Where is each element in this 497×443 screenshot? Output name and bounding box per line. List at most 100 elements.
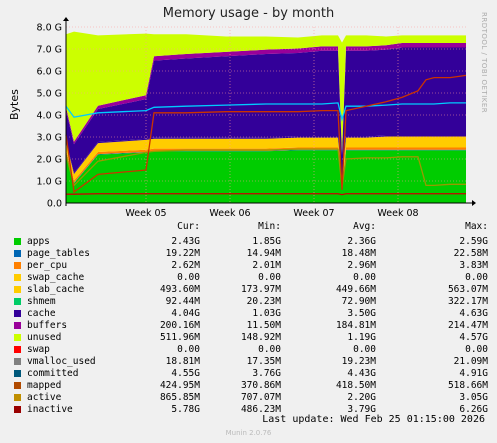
y-tick-label: 4.0 G xyxy=(37,111,63,122)
legend-max-value: 22.58M xyxy=(453,248,488,259)
y-tick-label: 1.0 G xyxy=(37,177,63,188)
legend-avg-value: 2.36G xyxy=(347,236,376,247)
legend-avg-value: 3.79G xyxy=(347,404,376,415)
legend-min-value: 11.50M xyxy=(246,320,281,331)
legend-min-value: 707.07M xyxy=(240,392,281,403)
legend-avg-value: 0.00 xyxy=(353,344,376,355)
legend-min-value: 486.23M xyxy=(240,404,281,415)
legend-row-buffers: buffers 200.16M 11.50M 184.81M 214.47M xyxy=(0,320,497,332)
legend-cur-value: 2.43G xyxy=(171,236,200,247)
legend-row-mapped: mapped 424.95M 370.86M 418.50M 518.66M xyxy=(0,380,497,392)
legend-swatch xyxy=(14,334,21,341)
legend-avg-value: 19.23M xyxy=(341,356,376,367)
legend-min-value: 1.85G xyxy=(252,236,281,247)
legend-avg-value: 4.43G xyxy=(347,368,376,379)
legend-name: buffers xyxy=(27,320,68,331)
legend-swatch xyxy=(14,406,21,413)
legend-min-value: 17.35M xyxy=(246,356,281,367)
legend-name: inactive xyxy=(27,404,73,415)
legend-cur-value: 424.95M xyxy=(159,380,200,391)
chart-title: Memory usage - by month xyxy=(162,6,335,21)
legend-swatch xyxy=(14,286,21,293)
legend-cur-value: 4.55G xyxy=(171,368,200,379)
legend-avg-value: 2.96M xyxy=(347,260,376,271)
legend-min-value: 1.03G xyxy=(252,308,281,319)
legend-swatch xyxy=(14,358,21,365)
legend-swatch xyxy=(14,346,21,353)
legend-max-value: 518.66M xyxy=(447,380,488,391)
legend-cur-value: 19.22M xyxy=(165,248,200,259)
legend-swatch xyxy=(14,262,21,269)
legend-row-inactive: inactive 5.78G 486.23M 3.79G 6.26G xyxy=(0,404,497,416)
legend-cur-value: 2.62M xyxy=(171,260,200,271)
x-axis-arrow xyxy=(472,200,476,206)
legend-name: active xyxy=(27,392,62,403)
legend-row-swap: swap 0.00 0.00 0.00 0.00 xyxy=(0,344,497,356)
legend-name: swap_cache xyxy=(27,272,85,283)
legend-avg-value: 3.50G xyxy=(347,308,376,319)
line-mapped xyxy=(66,193,466,196)
legend-max-value: 3.05G xyxy=(459,392,488,403)
line-committed xyxy=(65,102,466,122)
legend-max-value: 563.07M xyxy=(447,284,488,295)
legend-min-value: 3.76G xyxy=(252,368,281,379)
legend-max-value: 6.26G xyxy=(459,404,488,415)
area-per_cpu xyxy=(66,147,466,190)
y-tick-label: 2.0 G xyxy=(37,155,63,166)
legend-row-committed: committed 4.55G 3.76G 4.43G 4.91G xyxy=(0,368,497,380)
legend-cur-value: 865.85M xyxy=(159,392,200,403)
legend-header-avg: Avg: xyxy=(353,221,376,232)
legend-swatch xyxy=(14,394,21,401)
legend-cur-value: 4.04G xyxy=(171,308,200,319)
area-unused xyxy=(66,31,466,153)
y-tick-label: 0.0 xyxy=(47,199,62,210)
legend-max-value: 3.83M xyxy=(459,260,488,271)
legend-cur-value: 200.16M xyxy=(159,320,200,331)
legend-swatch xyxy=(14,238,21,245)
last-update: Last update: Wed Feb 25 01:15:00 2026 xyxy=(262,414,485,425)
legend-cur-value: 0.00 xyxy=(177,344,200,355)
line-inactive xyxy=(65,74,467,194)
legend-row-swap_cache: swap_cache 0.00 0.00 0.00 0.00 xyxy=(0,272,497,284)
legend-avg-value: 449.66M xyxy=(335,284,376,295)
legend-max-value: 0.00 xyxy=(465,272,488,283)
munin-version: Munin 2.0.76 xyxy=(225,429,272,437)
y-tick-label: 6.0 G xyxy=(37,67,63,78)
legend-cur-value: 0.00 xyxy=(177,272,200,283)
legend-name: swap xyxy=(27,344,50,355)
legend-min-value: 20.23M xyxy=(246,296,281,307)
legend-row-apps: apps 2.43G 1.85G 2.36G 2.59G xyxy=(0,236,497,248)
legend-avg-value: 184.81M xyxy=(335,320,376,331)
legend-header-max: Max: xyxy=(465,221,488,232)
legend-swatch xyxy=(14,310,21,317)
legend-row-per_cpu: per_cpu 2.62M 2.01M 2.96M 3.83M xyxy=(0,260,497,272)
legend-max-value: 21.09M xyxy=(453,356,488,367)
legend-row-page_tables: page_tables 19.22M 14.94M 18.48M 22.58M xyxy=(0,248,497,260)
x-tick-label: Week 05 xyxy=(125,208,166,219)
legend-avg-value: 418.50M xyxy=(335,380,376,391)
y-tick-label: 8.0 G xyxy=(37,23,63,34)
x-tick-label: Week 06 xyxy=(209,208,250,219)
legend-max-value: 0.00 xyxy=(465,344,488,355)
legend-row-cache: cache 4.04G 1.03G 3.50G 4.63G xyxy=(0,308,497,320)
legend-swatch xyxy=(14,274,21,281)
legend-max-value: 2.59G xyxy=(459,236,488,247)
legend-header-cur: Cur: xyxy=(177,221,200,232)
legend-min-value: 0.00 xyxy=(258,272,281,283)
x-tick-label: Week 08 xyxy=(377,208,418,219)
legend-max-value: 4.63G xyxy=(459,308,488,319)
legend-max-value: 4.91G xyxy=(459,368,488,379)
legend-avg-value: 72.90M xyxy=(341,296,376,307)
legend-cur-value: 511.96M xyxy=(159,332,200,343)
legend-min-value: 0.00 xyxy=(258,344,281,355)
memory-usage-chart: 0.0 1.0 G 2.0 G 3.0 G 4.0 G 5.0 G 6.0 G 7.0 G 8.… xyxy=(37,17,476,219)
y-tick-label: 3.0 G xyxy=(37,133,63,144)
legend-avg-value: 2.20G xyxy=(347,392,376,403)
legend-row-active: active 865.85M 707.07M 2.20G 3.05G xyxy=(0,392,497,404)
legend-min-value: 173.97M xyxy=(240,284,281,295)
legend-name: committed xyxy=(27,368,79,379)
legend-name: shmem xyxy=(27,296,56,307)
legend-min-value: 14.94M xyxy=(246,248,281,259)
legend-avg-value: 18.48M xyxy=(341,248,376,259)
y-tick-label: 5.0 G xyxy=(37,89,63,100)
